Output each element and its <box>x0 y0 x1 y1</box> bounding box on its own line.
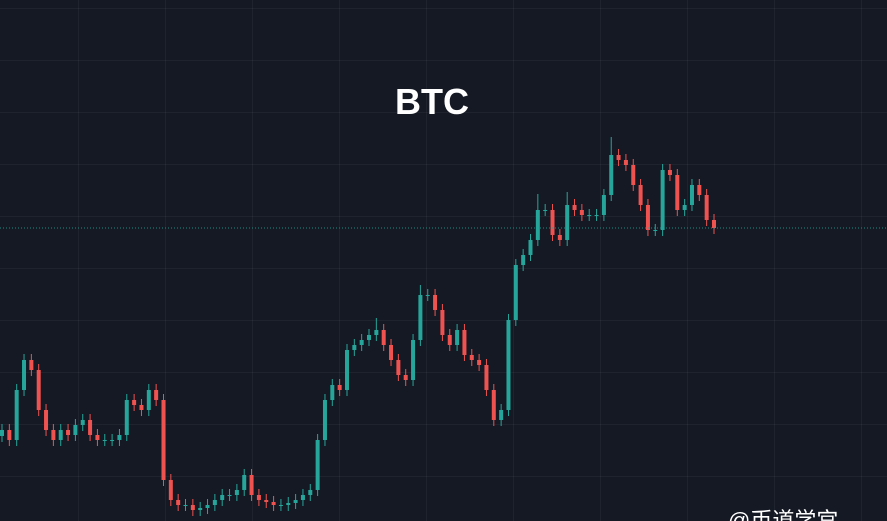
watermark: @币道学宫 <box>728 508 838 521</box>
chart-title: BTC <box>395 81 469 122</box>
